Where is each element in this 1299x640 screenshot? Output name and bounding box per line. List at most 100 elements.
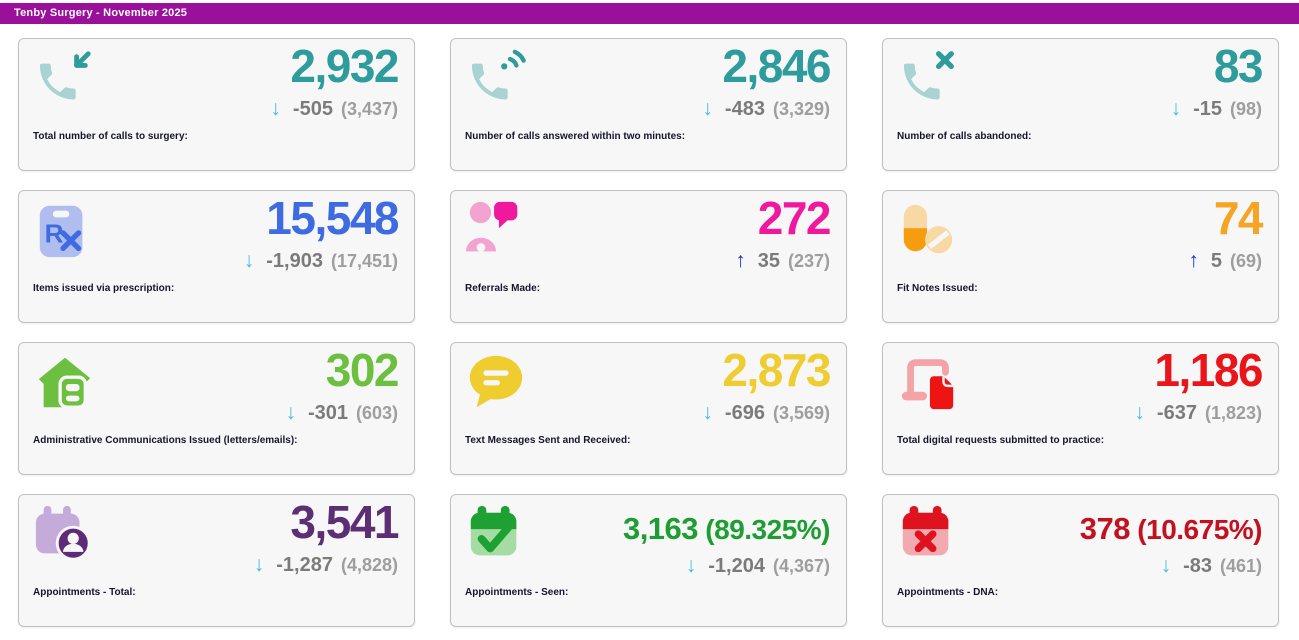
card-label: Number of calls abandoned: — [897, 131, 1032, 142]
phone-volume-icon — [465, 47, 527, 109]
card-label: Number of calls answered within two minu… — [465, 131, 686, 142]
phone-incoming-icon — [33, 47, 95, 109]
card-change: -1,287 — [276, 554, 333, 576]
calendar-x-icon — [897, 503, 959, 565]
card-percent: (10.675%) — [1130, 514, 1262, 545]
down-arrow-icon: ↓ — [702, 401, 713, 424]
card-value: 3,541 — [290, 496, 399, 548]
digital-request-icon — [897, 351, 959, 413]
up-arrow-icon: ↑ — [735, 249, 746, 272]
card-change: -1,903 — [266, 250, 323, 272]
card-value: 2,932 — [290, 40, 399, 92]
card-change: -696 — [724, 402, 765, 424]
card-label: Referrals Made: — [465, 283, 541, 294]
card-change: -1,204 — [708, 555, 765, 577]
card-value: 1,186 — [1154, 344, 1263, 396]
card-value: 3,163 — [622, 511, 699, 546]
card-previous: (237) — [787, 251, 830, 271]
card-previous: (69) — [1229, 251, 1262, 271]
card-metrics: 2,932 ↓ -505 (3,437) — [270, 39, 399, 121]
card-metrics: 2,873 ↓ -696 (3,569) — [702, 343, 831, 425]
card-metrics: 272 ↑ 35 (237) — [735, 191, 832, 273]
card-value: 302 — [325, 344, 400, 396]
card-value: 2,873 — [722, 344, 831, 396]
card-value: 378 — [1079, 511, 1131, 546]
card-value: 15,548 — [266, 192, 399, 244]
card-change: -301 — [307, 402, 348, 424]
chat-bubble-icon — [465, 351, 527, 413]
card-previous: (98) — [1229, 99, 1262, 119]
card-percent: (89.325%) — [698, 514, 830, 545]
card-previous: (3,437) — [340, 99, 398, 119]
card-previous: (3,329) — [772, 99, 830, 119]
card-previous: (3,569) — [772, 403, 830, 423]
card-previous: (461) — [1219, 556, 1262, 576]
stat-card[interactable]: 83 ↓ -15 (98) Number of calls abandoned: — [882, 38, 1279, 171]
card-label: Total number of calls to surgery: — [33, 131, 188, 142]
card-label: Administrative Communications Issued (le… — [33, 435, 298, 446]
card-change: 5 — [1210, 250, 1222, 272]
card-change: -15 — [1193, 98, 1222, 120]
down-arrow-icon: ↓ — [702, 97, 713, 120]
card-metrics: 302 ↓ -301 (603) — [285, 343, 400, 425]
stat-card[interactable]: 74 ↑ 5 (69) Fit Notes Issued: — [882, 190, 1279, 323]
card-label: Appointments - Seen: — [465, 587, 569, 598]
card-change: -637 — [1156, 402, 1197, 424]
stat-card[interactable]: 3,163 (89.325%) ↓ -1,204 (4,367) Appointment… — [450, 494, 847, 627]
page-title: Tenby Surgery - November 2025 — [14, 7, 188, 19]
stats-grid: 2,932 ↓ -505 (3,437) Total number of calls t… — [18, 38, 1279, 627]
down-arrow-icon: ↓ — [1160, 554, 1172, 577]
card-label: Fit Notes Issued: — [897, 283, 978, 294]
card-label: Total digital requests submitted to prac… — [897, 435, 1105, 446]
card-metrics: 83 ↓ -15 (98) — [1170, 39, 1264, 121]
card-metrics: 1,186 ↓ -637 (1,823) — [1134, 343, 1263, 425]
admin-building-icon — [33, 351, 95, 413]
card-metrics: 15,548 ↓ -1,903 (17,451) — [244, 191, 400, 273]
stat-card[interactable]: R 15,548 ↓ -1,903 (17,451) Items issued via … — [18, 190, 415, 323]
card-value: 272 — [757, 192, 832, 244]
app-header: Tenby Surgery - November 2025 — [0, 3, 1299, 24]
card-change: -505 — [292, 98, 333, 120]
down-arrow-icon: ↓ — [685, 554, 697, 577]
down-arrow-icon: ↓ — [270, 97, 281, 120]
card-previous: (4,828) — [340, 555, 398, 575]
stat-card[interactable]: 272 ↑ 35 (237) Referrals Made: — [450, 190, 847, 323]
card-change: -83 — [1183, 555, 1212, 577]
down-arrow-icon: ↓ — [253, 553, 265, 576]
referral-icon — [465, 199, 527, 261]
card-value: 83 — [1213, 40, 1264, 92]
down-arrow-icon: ↓ — [1134, 401, 1145, 424]
down-arrow-icon: ↓ — [1170, 97, 1182, 120]
down-arrow-icon: ↓ — [285, 401, 296, 424]
card-label: Appointments - Total: — [33, 587, 136, 598]
card-previous: (603) — [355, 403, 398, 423]
card-metrics: 74 ↑ 5 (69) — [1188, 191, 1264, 273]
card-label: Text Messages Sent and Received: — [465, 435, 631, 446]
card-previous: (1,823) — [1204, 403, 1262, 423]
card-label: Items issued via prescription: — [33, 283, 175, 294]
prescription-icon: R — [33, 199, 95, 261]
card-metrics: 3,541 ↓ -1,287 (4,828) — [253, 495, 400, 577]
stat-card[interactable]: 2,932 ↓ -505 (3,437) Total number of calls t… — [18, 38, 415, 171]
card-metrics: 2,846 ↓ -483 (3,329) — [702, 39, 831, 121]
stat-card[interactable]: 1,186 ↓ -637 (1,823) Total digital requests … — [882, 342, 1279, 475]
card-value: 74 — [1213, 192, 1264, 244]
card-previous: (4,367) — [772, 556, 830, 576]
card-value: 2,846 — [722, 40, 831, 92]
calendar-check-icon — [465, 503, 527, 565]
pills-icon — [897, 199, 959, 261]
svg-text:R: R — [45, 219, 64, 249]
stat-card[interactable]: 2,873 ↓ -696 (3,569) Text Messages Sent and … — [450, 342, 847, 475]
card-previous: (17,451) — [330, 251, 398, 271]
stat-card[interactable]: 378 (10.675%) ↓ -83 (461) Appointments - DNA… — [882, 494, 1279, 627]
phone-x-icon — [897, 47, 959, 109]
card-change: 35 — [757, 250, 780, 272]
card-label: Appointments - DNA: — [897, 587, 999, 598]
card-metrics: 378 (10.675%) ↓ -83 (461) — [1079, 495, 1263, 578]
stat-card[interactable]: 3,541 ↓ -1,287 (4,828) Appointments - Total: — [18, 494, 415, 627]
card-change: -483 — [724, 98, 765, 120]
stat-card[interactable]: 2,846 ↓ -483 (3,329) Number of calls answere… — [450, 38, 847, 171]
card-metrics: 3,163 (89.325%) ↓ -1,204 (4,367) — [622, 495, 831, 578]
up-arrow-icon: ↑ — [1188, 249, 1199, 272]
stat-card[interactable]: 302 ↓ -301 (603) Administrative Communicatio… — [18, 342, 415, 475]
